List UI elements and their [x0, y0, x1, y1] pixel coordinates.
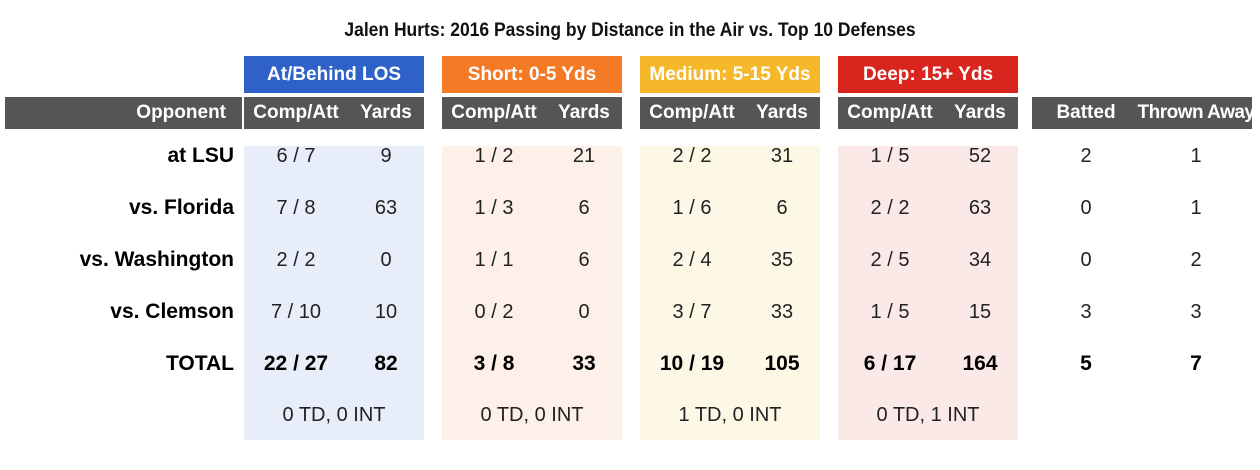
- yards-cell: 21: [572, 144, 596, 167]
- batted-cell: 0: [1080, 196, 1092, 219]
- yards-cell: 33: [770, 300, 794, 323]
- group-band: [640, 146, 820, 440]
- yards-cell: 0: [380, 248, 392, 271]
- comp-att-cell: 1 / 6: [672, 196, 712, 219]
- comp-att-cell: 10 / 19: [659, 352, 725, 375]
- comp-att-cell: 2 / 2: [276, 248, 316, 271]
- yards-cell: 164: [962, 352, 998, 375]
- comp-att-cell: 1 / 5: [870, 144, 910, 167]
- comp-att-cell: 1 / 3: [474, 196, 514, 219]
- opponent-label: vs. Florida: [128, 196, 234, 219]
- comp-att-cell: 2 / 4: [672, 248, 712, 271]
- comp-att-cell: 7 / 8: [276, 196, 316, 219]
- column-header-thrown-away: Thrown Away: [1137, 102, 1255, 123]
- yards-cell: 6: [578, 248, 590, 271]
- group-band: [838, 146, 1018, 440]
- column-header-comp-att: Comp/Att: [649, 102, 735, 123]
- comp-att-cell: 2 / 2: [672, 144, 712, 167]
- column-header-bar: [5, 97, 242, 129]
- thrown-away-cell: 1: [1190, 144, 1202, 167]
- group-band: [442, 146, 622, 440]
- column-header-bar: [838, 97, 1018, 129]
- yards-cell: 52: [968, 144, 992, 167]
- yards-cell: 15: [968, 300, 992, 323]
- thrown-away-cell: 1: [1190, 196, 1202, 219]
- yards-cell: 10: [374, 300, 398, 323]
- yards-cell: 6: [578, 196, 590, 219]
- column-header-yards: Yards: [756, 102, 808, 123]
- comp-att-cell: 2 / 5: [870, 248, 910, 271]
- group-footer: 0 TD, 0 INT: [282, 403, 386, 426]
- comp-att-cell: 0 / 2: [474, 300, 514, 323]
- yards-cell: 105: [764, 352, 800, 375]
- yards-cell: 35: [770, 248, 794, 271]
- yards-cell: 31: [770, 144, 794, 167]
- yards-cell: 82: [374, 352, 398, 375]
- group-band: [244, 146, 424, 440]
- column-header-yards: Yards: [360, 102, 412, 123]
- thrown-away-cell: 2: [1190, 248, 1202, 271]
- chart-title: Jalen Hurts: 2016 Passing by Distance in…: [344, 20, 916, 41]
- comp-att-cell: 1 / 5: [870, 300, 910, 323]
- comp-att-cell: 7 / 10: [270, 300, 322, 323]
- column-header-yards: Yards: [558, 102, 610, 123]
- column-header-bar: [1032, 97, 1252, 129]
- yards-cell: 63: [374, 196, 398, 219]
- column-header-yards: Yards: [954, 102, 1006, 123]
- column-header-comp-att: Comp/Att: [253, 102, 339, 123]
- yards-cell: 34: [968, 248, 992, 271]
- thrown-away-cell: 3: [1190, 300, 1202, 323]
- column-header-bar: [640, 97, 820, 129]
- opponent-label: vs. Washington: [79, 248, 234, 271]
- yards-cell: 6: [776, 196, 788, 219]
- comp-att-cell: 22 / 27: [263, 352, 329, 375]
- comp-att-cell: 1 / 1: [474, 248, 514, 271]
- comp-att-cell: 1 / 2: [474, 144, 514, 167]
- total-label: TOTAL: [165, 352, 234, 375]
- group-footer: 1 TD, 0 INT: [678, 403, 782, 426]
- comp-att-cell: 3 / 7: [672, 300, 712, 323]
- yards-cell: 33: [572, 352, 596, 375]
- yards-cell: 0: [578, 300, 590, 323]
- column-header-batted: Batted: [1056, 102, 1116, 123]
- comp-att-cell: 6 / 7: [276, 144, 316, 167]
- comp-att-cell: 2 / 2: [870, 196, 910, 219]
- column-header-bar: [442, 97, 622, 129]
- column-header-comp-att: Comp/Att: [451, 102, 537, 123]
- group-header: Medium: 5-15 Yds: [640, 56, 820, 93]
- batted-cell: 2: [1080, 144, 1092, 167]
- group-header: Deep: 15+ Yds: [838, 56, 1018, 93]
- column-header-bar: [244, 97, 424, 129]
- comp-att-cell: 3 / 8: [473, 352, 515, 375]
- opponent-label: at LSU: [167, 144, 234, 167]
- batted-cell: 0: [1080, 248, 1092, 271]
- batted-cell: 3: [1080, 300, 1092, 323]
- thrown-away-cell: 7: [1190, 352, 1202, 375]
- column-header-opponent: Opponent: [136, 102, 226, 123]
- comp-att-cell: 6 / 17: [863, 352, 917, 375]
- group-header: Short: 0-5 Yds: [442, 56, 622, 93]
- group-header: At/Behind LOS: [244, 56, 424, 93]
- yards-cell: 9: [380, 144, 392, 167]
- opponent-label: vs. Clemson: [110, 300, 234, 323]
- group-footer: 0 TD, 1 INT: [876, 403, 980, 426]
- group-footer: 0 TD, 0 INT: [480, 403, 584, 426]
- column-header-comp-att: Comp/Att: [847, 102, 933, 123]
- yards-cell: 63: [968, 196, 992, 219]
- batted-cell: 5: [1080, 352, 1092, 375]
